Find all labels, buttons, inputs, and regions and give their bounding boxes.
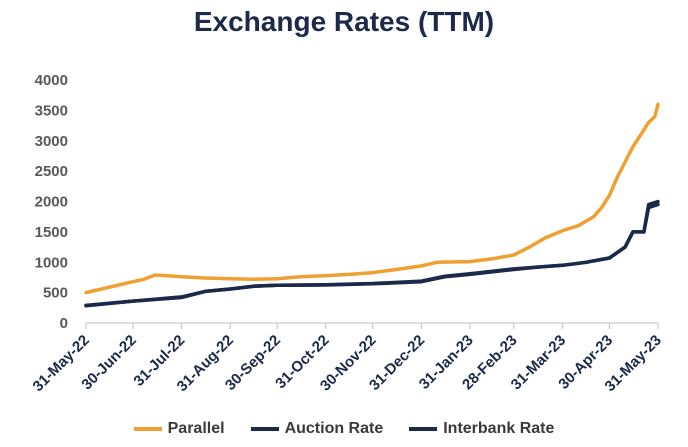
y-tick-label: 2500	[35, 163, 68, 180]
legend-label: Interbank Rate	[443, 420, 555, 437]
legend-swatch	[133, 427, 162, 431]
series-line-interbank-rate	[84, 199, 660, 308]
chart-title: Exchange Rates (TTM)	[193, 6, 495, 37]
series-line-parallel	[84, 102, 660, 295]
series-line-auction-rate	[84, 202, 660, 308]
y-tick-label: 3500	[35, 102, 68, 119]
legend-label: Parallel	[167, 420, 225, 437]
y-tick-label: 4000	[35, 72, 68, 89]
y-tick-label: 500	[43, 285, 68, 302]
legend-item: Interbank Rate	[409, 420, 554, 438]
y-tick-label: 1500	[35, 224, 68, 241]
legend-swatch	[409, 427, 438, 431]
y-tick-label: 1000	[35, 254, 68, 271]
legend: Parallel Auction Rate Interbank Rate	[0, 420, 688, 438]
legend-item: Parallel	[133, 420, 225, 438]
legend-label: Auction Rate	[284, 420, 384, 437]
legend-swatch	[250, 427, 279, 431]
y-tick-label: 0	[60, 315, 68, 332]
legend-item: Auction Rate	[250, 420, 384, 438]
y-tick-label: 3000	[35, 133, 68, 150]
y-tick-label: 2000	[35, 194, 68, 211]
